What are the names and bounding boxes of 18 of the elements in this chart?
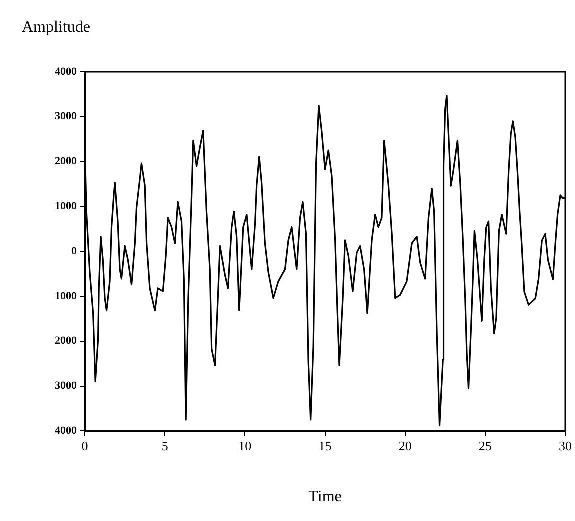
x-tick-label: 15	[318, 438, 332, 454]
y-tick-label: 4000	[55, 66, 78, 78]
y-tick-label: 2000	[55, 335, 78, 348]
x-tick-label: 20	[398, 438, 412, 454]
y-tick-label: 4000	[55, 425, 78, 438]
x-tick-label: 30	[559, 438, 572, 454]
y-tick-label: 2000	[55, 156, 78, 168]
y-tick-label: 1000	[55, 290, 78, 302]
x-tick-label: 0	[82, 438, 88, 454]
y-axis-title: Amplitude	[22, 19, 90, 36]
x-tick-label: 25	[478, 438, 492, 454]
y-tick-label: 3000	[55, 380, 78, 392]
y-tick-label: 1000	[55, 200, 78, 213]
x-axis-title: Time	[308, 488, 342, 506]
x-tick-label: 5	[162, 438, 168, 454]
y-tick-label: 3000	[55, 110, 78, 123]
y-tick-label: 0	[72, 245, 78, 258]
x-tick-label: 10	[238, 438, 252, 454]
